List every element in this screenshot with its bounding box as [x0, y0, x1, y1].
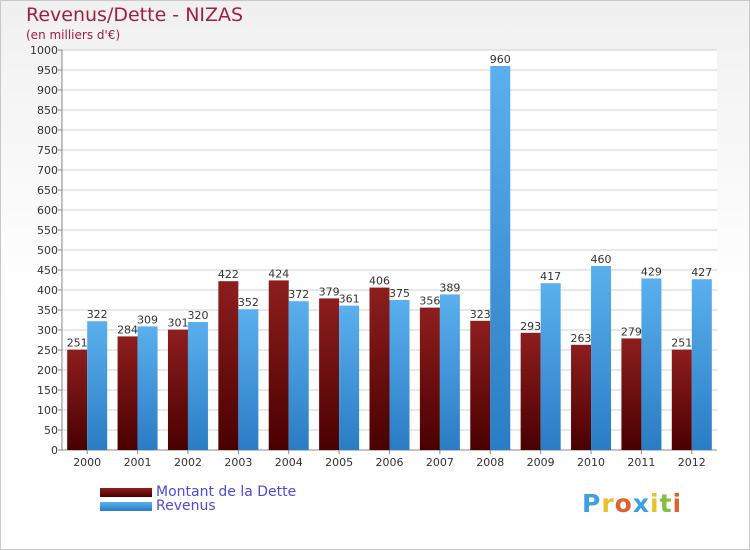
bar-revenue	[490, 66, 511, 450]
x-tick-label: 2005	[325, 456, 353, 469]
bar-debt	[319, 298, 340, 450]
y-tick-label: 1000	[30, 44, 58, 57]
y-tick-label: 250	[37, 344, 58, 357]
bar-revenue	[540, 283, 561, 450]
y-tick-label: 150	[37, 384, 58, 397]
x-tick-label: 2008	[476, 456, 504, 469]
data-label-revenue: 352	[238, 296, 259, 309]
legend-swatch-revenue	[100, 502, 152, 511]
data-label-revenue: 389	[439, 281, 460, 294]
data-label-debt: 424	[268, 267, 289, 280]
bar-debt	[520, 332, 541, 450]
data-label-revenue: 460	[591, 253, 612, 266]
y-tick-label: 50	[44, 424, 58, 437]
y-tick-label: 200	[37, 364, 58, 377]
data-label-debt: 251	[67, 337, 88, 350]
x-tick-label: 2002	[174, 456, 202, 469]
y-tick-label: 750	[37, 144, 58, 157]
bar-debt	[419, 307, 440, 450]
bar-debt	[117, 336, 138, 450]
y-tick-label: 0	[51, 444, 58, 457]
legend-swatch-debt	[100, 488, 152, 497]
y-tick-label: 950	[37, 64, 58, 77]
bar-revenue	[339, 305, 360, 450]
data-label-debt: 422	[218, 268, 239, 281]
y-tick-label: 550	[37, 224, 58, 237]
bar-debt	[621, 338, 642, 450]
y-tick-label: 450	[37, 264, 58, 277]
bar-debt	[67, 349, 88, 450]
data-label-debt: 406	[369, 275, 390, 288]
x-tick-label: 2003	[224, 456, 252, 469]
data-label-revenue: 427	[691, 266, 712, 279]
bar-debt	[167, 329, 188, 450]
data-label-debt: 279	[621, 325, 642, 338]
bar-revenue	[389, 300, 410, 450]
chart-subtitle: (en milliers d'€)	[26, 28, 121, 42]
y-tick-label: 600	[37, 204, 58, 217]
bar-revenue	[288, 301, 309, 450]
data-label-revenue: 417	[540, 270, 561, 283]
y-tick-label: 350	[37, 304, 58, 317]
data-label-debt: 323	[470, 308, 491, 321]
data-label-debt: 284	[117, 323, 138, 336]
data-label-revenue: 320	[187, 309, 208, 322]
x-tick-label: 2012	[678, 456, 706, 469]
x-tick-label: 2009	[527, 456, 555, 469]
x-tick-label: 2007	[426, 456, 454, 469]
bar-revenue	[691, 279, 712, 450]
bar-debt	[369, 287, 390, 450]
x-tick-label: 2006	[376, 456, 404, 469]
data-label-revenue: 372	[288, 288, 309, 301]
y-tick-label: 400	[37, 284, 58, 297]
data-label-revenue: 375	[389, 287, 410, 300]
data-label-revenue: 361	[339, 293, 360, 306]
bar-revenue	[238, 309, 259, 450]
bar-debt	[470, 320, 491, 450]
data-label-revenue: 309	[137, 313, 158, 326]
data-label-debt: 301	[167, 317, 188, 330]
x-tick-label: 2004	[275, 456, 303, 469]
bar-revenue	[591, 266, 612, 450]
legend-label-revenue: Revenus	[156, 498, 216, 514]
bar-debt	[218, 281, 239, 450]
data-label-debt: 293	[520, 320, 541, 333]
y-tick-label: 800	[37, 124, 58, 137]
x-tick-label: 2000	[73, 456, 101, 469]
data-label-revenue: 960	[490, 53, 511, 66]
proxiti-logo: Proxiti	[582, 489, 683, 518]
x-tick-label: 2001	[124, 456, 152, 469]
y-tick-label: 900	[37, 84, 58, 97]
y-tick-label: 850	[37, 104, 58, 117]
bar-debt	[571, 344, 592, 450]
bar-revenue	[187, 322, 208, 450]
x-tick-label: 2011	[627, 456, 655, 469]
y-tick-label: 700	[37, 164, 58, 177]
bar-revenue	[137, 326, 158, 450]
chart-title: Revenus/Dette - NIZAS	[26, 4, 244, 26]
data-label-debt: 251	[671, 337, 692, 350]
y-tick-label: 650	[37, 184, 58, 197]
data-label-debt: 263	[571, 332, 592, 345]
data-label-debt: 356	[419, 295, 440, 308]
x-tick-label: 2010	[577, 456, 605, 469]
y-tick-label: 300	[37, 324, 58, 337]
data-label-debt: 379	[319, 285, 340, 298]
bar-revenue	[439, 294, 460, 450]
data-label-revenue: 429	[641, 265, 662, 278]
data-label-revenue: 322	[87, 308, 108, 321]
y-tick-label: 100	[37, 404, 58, 417]
bar-debt	[671, 349, 692, 450]
bar-revenue	[87, 321, 108, 450]
bar-revenue	[641, 278, 662, 450]
legend-label-debt: Montant de la Dette	[156, 484, 297, 500]
bar-debt	[268, 280, 289, 450]
y-tick-label: 500	[37, 244, 58, 257]
